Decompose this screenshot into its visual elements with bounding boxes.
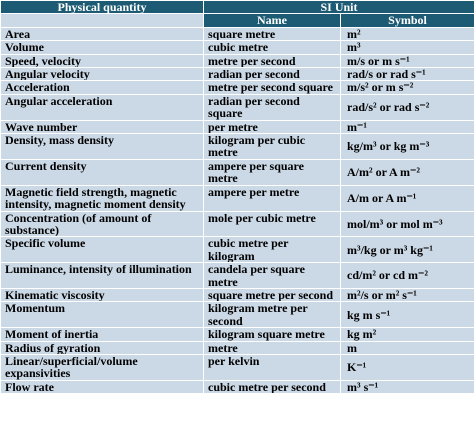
table-row: Luminance, intensity of illumination cand…: [0, 262, 474, 289]
unit-name-cell: per kelvin: [203, 353, 341, 381]
unit-name-cell: metre per second square: [203, 80, 341, 95]
quantity-cell: Acceleration: [0, 80, 204, 95]
unit-symbol-cell: mol/m³ or mol m⁻³: [339, 210, 474, 238]
unit-symbol-cell: A/m or A m⁻¹: [339, 184, 474, 212]
unit-symbol-cell: K⁻¹: [339, 353, 474, 381]
unit-symbol-cell: m/s² or m s⁻²: [339, 80, 474, 95]
table-row: Linear/superficial/volume expansivities p…: [0, 353, 474, 381]
unit-name-cell: candela per square metre: [203, 262, 341, 289]
unit-name-cell: cubic metre per second: [203, 379, 341, 395]
table-row: Momentum kilogram metre per second kg m s⁻…: [0, 301, 474, 329]
unit-symbol-cell: m³: [339, 40, 474, 55]
unit-symbol-cell: m³ s⁻¹: [339, 379, 474, 395]
table-row: Angular velocity radian per second rad/s o…: [0, 67, 474, 82]
table-row: Angular acceleration radian per second sq…: [0, 93, 474, 121]
table-row: Concentration (of amount of substance) mo…: [0, 210, 474, 238]
unit-symbol-cell: m²: [339, 26, 474, 42]
unit-symbol-cell: kg m s⁻¹: [339, 301, 474, 329]
unit-name-cell: cubic metre per kilogram: [203, 236, 341, 264]
unit-symbol-cell: rad/s² or rad s⁻²: [339, 93, 474, 121]
quantity-cell: Moment of inertia: [0, 327, 204, 342]
unit-symbol-cell: A/m² or A m⁻²: [339, 158, 474, 186]
quantity-cell: Angular acceleration: [0, 93, 204, 121]
header-quantity: Physical quantity: [0, 0, 204, 15]
quantity-cell: Angular velocity: [0, 67, 204, 82]
table-row: Acceleration metre per second square m/s² …: [0, 80, 474, 95]
table-row: Magnetic field strength, magnetic intens…: [0, 184, 474, 212]
quantity-cell: Current density: [0, 158, 204, 186]
table-row: Density, mass density kilogram per cubic …: [0, 133, 474, 160]
table-row: Wave number per metre m⁻¹: [0, 119, 474, 135]
unit-name-cell: square metre: [203, 26, 341, 42]
unit-name-cell: metre per second: [203, 53, 341, 69]
quantity-cell: Kinematic viscosity: [0, 287, 204, 303]
unit-name-cell: kilogram square metre: [203, 327, 341, 342]
quantity-cell: Density, mass density: [0, 133, 204, 160]
unit-symbol-cell: kg m²: [339, 327, 474, 342]
unit-symbol-cell: m²/s or m² s⁻¹: [339, 287, 474, 303]
quantity-cell: Flow rate: [0, 379, 204, 395]
unit-symbol-cell: m: [339, 340, 474, 355]
unit-name-cell: ampere per square metre: [203, 158, 341, 186]
unit-name-cell: mole per cubic metre: [203, 210, 341, 238]
quantity-cell: Specific volume: [0, 236, 204, 264]
header-symbol: Symbol: [339, 13, 474, 28]
header-blank: [0, 13, 204, 28]
table-row: Specific volume cubic metre per kilogram m…: [0, 236, 474, 264]
header-si-unit: SI Unit: [202, 0, 474, 15]
unit-name-cell: radian per second square: [203, 93, 341, 121]
unit-name-cell: radian per second: [203, 67, 341, 82]
quantity-cell: Magnetic field strength, magnetic intens…: [0, 184, 204, 212]
table-row: Radius of gyration metre m: [0, 340, 474, 355]
quantity-cell: Luminance, intensity of illumination: [0, 262, 204, 289]
unit-name-cell: cubic metre: [203, 40, 341, 55]
unit-name-cell: square metre per second: [203, 287, 341, 303]
unit-symbol-cell: m³/kg or m³ kg⁻¹: [339, 236, 474, 264]
si-units-table: Physical quantity SI Unit Name Symbol Ar…: [0, 0, 474, 395]
unit-symbol-cell: rad/s or rad s⁻¹: [339, 67, 474, 82]
unit-name-cell: ampere per metre: [203, 184, 341, 212]
quantity-cell: Momentum: [0, 301, 204, 329]
unit-name-cell: kilogram metre per second: [203, 301, 341, 329]
table-row: Current density ampere per square metre A/…: [0, 158, 474, 186]
quantity-cell: Concentration (of amount of substance): [0, 210, 204, 238]
table-row: Flow rate cubic metre per second m³ s⁻¹: [0, 379, 474, 395]
table-row: Moment of inertia kilogram square metre kg…: [0, 327, 474, 342]
quantity-cell: Volume: [0, 40, 204, 55]
header-name: Name: [203, 13, 341, 28]
table-row: Kinematic viscosity square metre per seco…: [0, 287, 474, 303]
quantity-cell: Speed, velocity: [0, 53, 204, 69]
unit-symbol-cell: cd/m² or cd m⁻²: [339, 262, 474, 289]
unit-symbol-cell: m/s or m s⁻¹: [339, 53, 474, 69]
quantity-cell: Area: [0, 26, 204, 42]
quantity-cell: Radius of gyration: [0, 340, 204, 355]
table-row: Speed, velocity metre per second m/s or m …: [0, 53, 474, 69]
unit-name-cell: metre: [203, 340, 341, 355]
unit-name-cell: kilogram per cubic metre: [203, 133, 341, 160]
unit-name-cell: per metre: [203, 119, 341, 135]
table-body: Area square metre m² Volume cubic metre m³ Spe…: [0, 26, 474, 395]
table-row: Area square metre m²: [0, 26, 474, 42]
quantity-cell: Linear/superficial/volume expansivities: [0, 353, 204, 381]
table-row: Volume cubic metre m³: [0, 40, 474, 55]
unit-symbol-cell: m⁻¹: [339, 119, 474, 135]
unit-symbol-cell: kg/m³ or kg m⁻³: [339, 133, 474, 160]
quantity-cell: Wave number: [0, 119, 204, 135]
